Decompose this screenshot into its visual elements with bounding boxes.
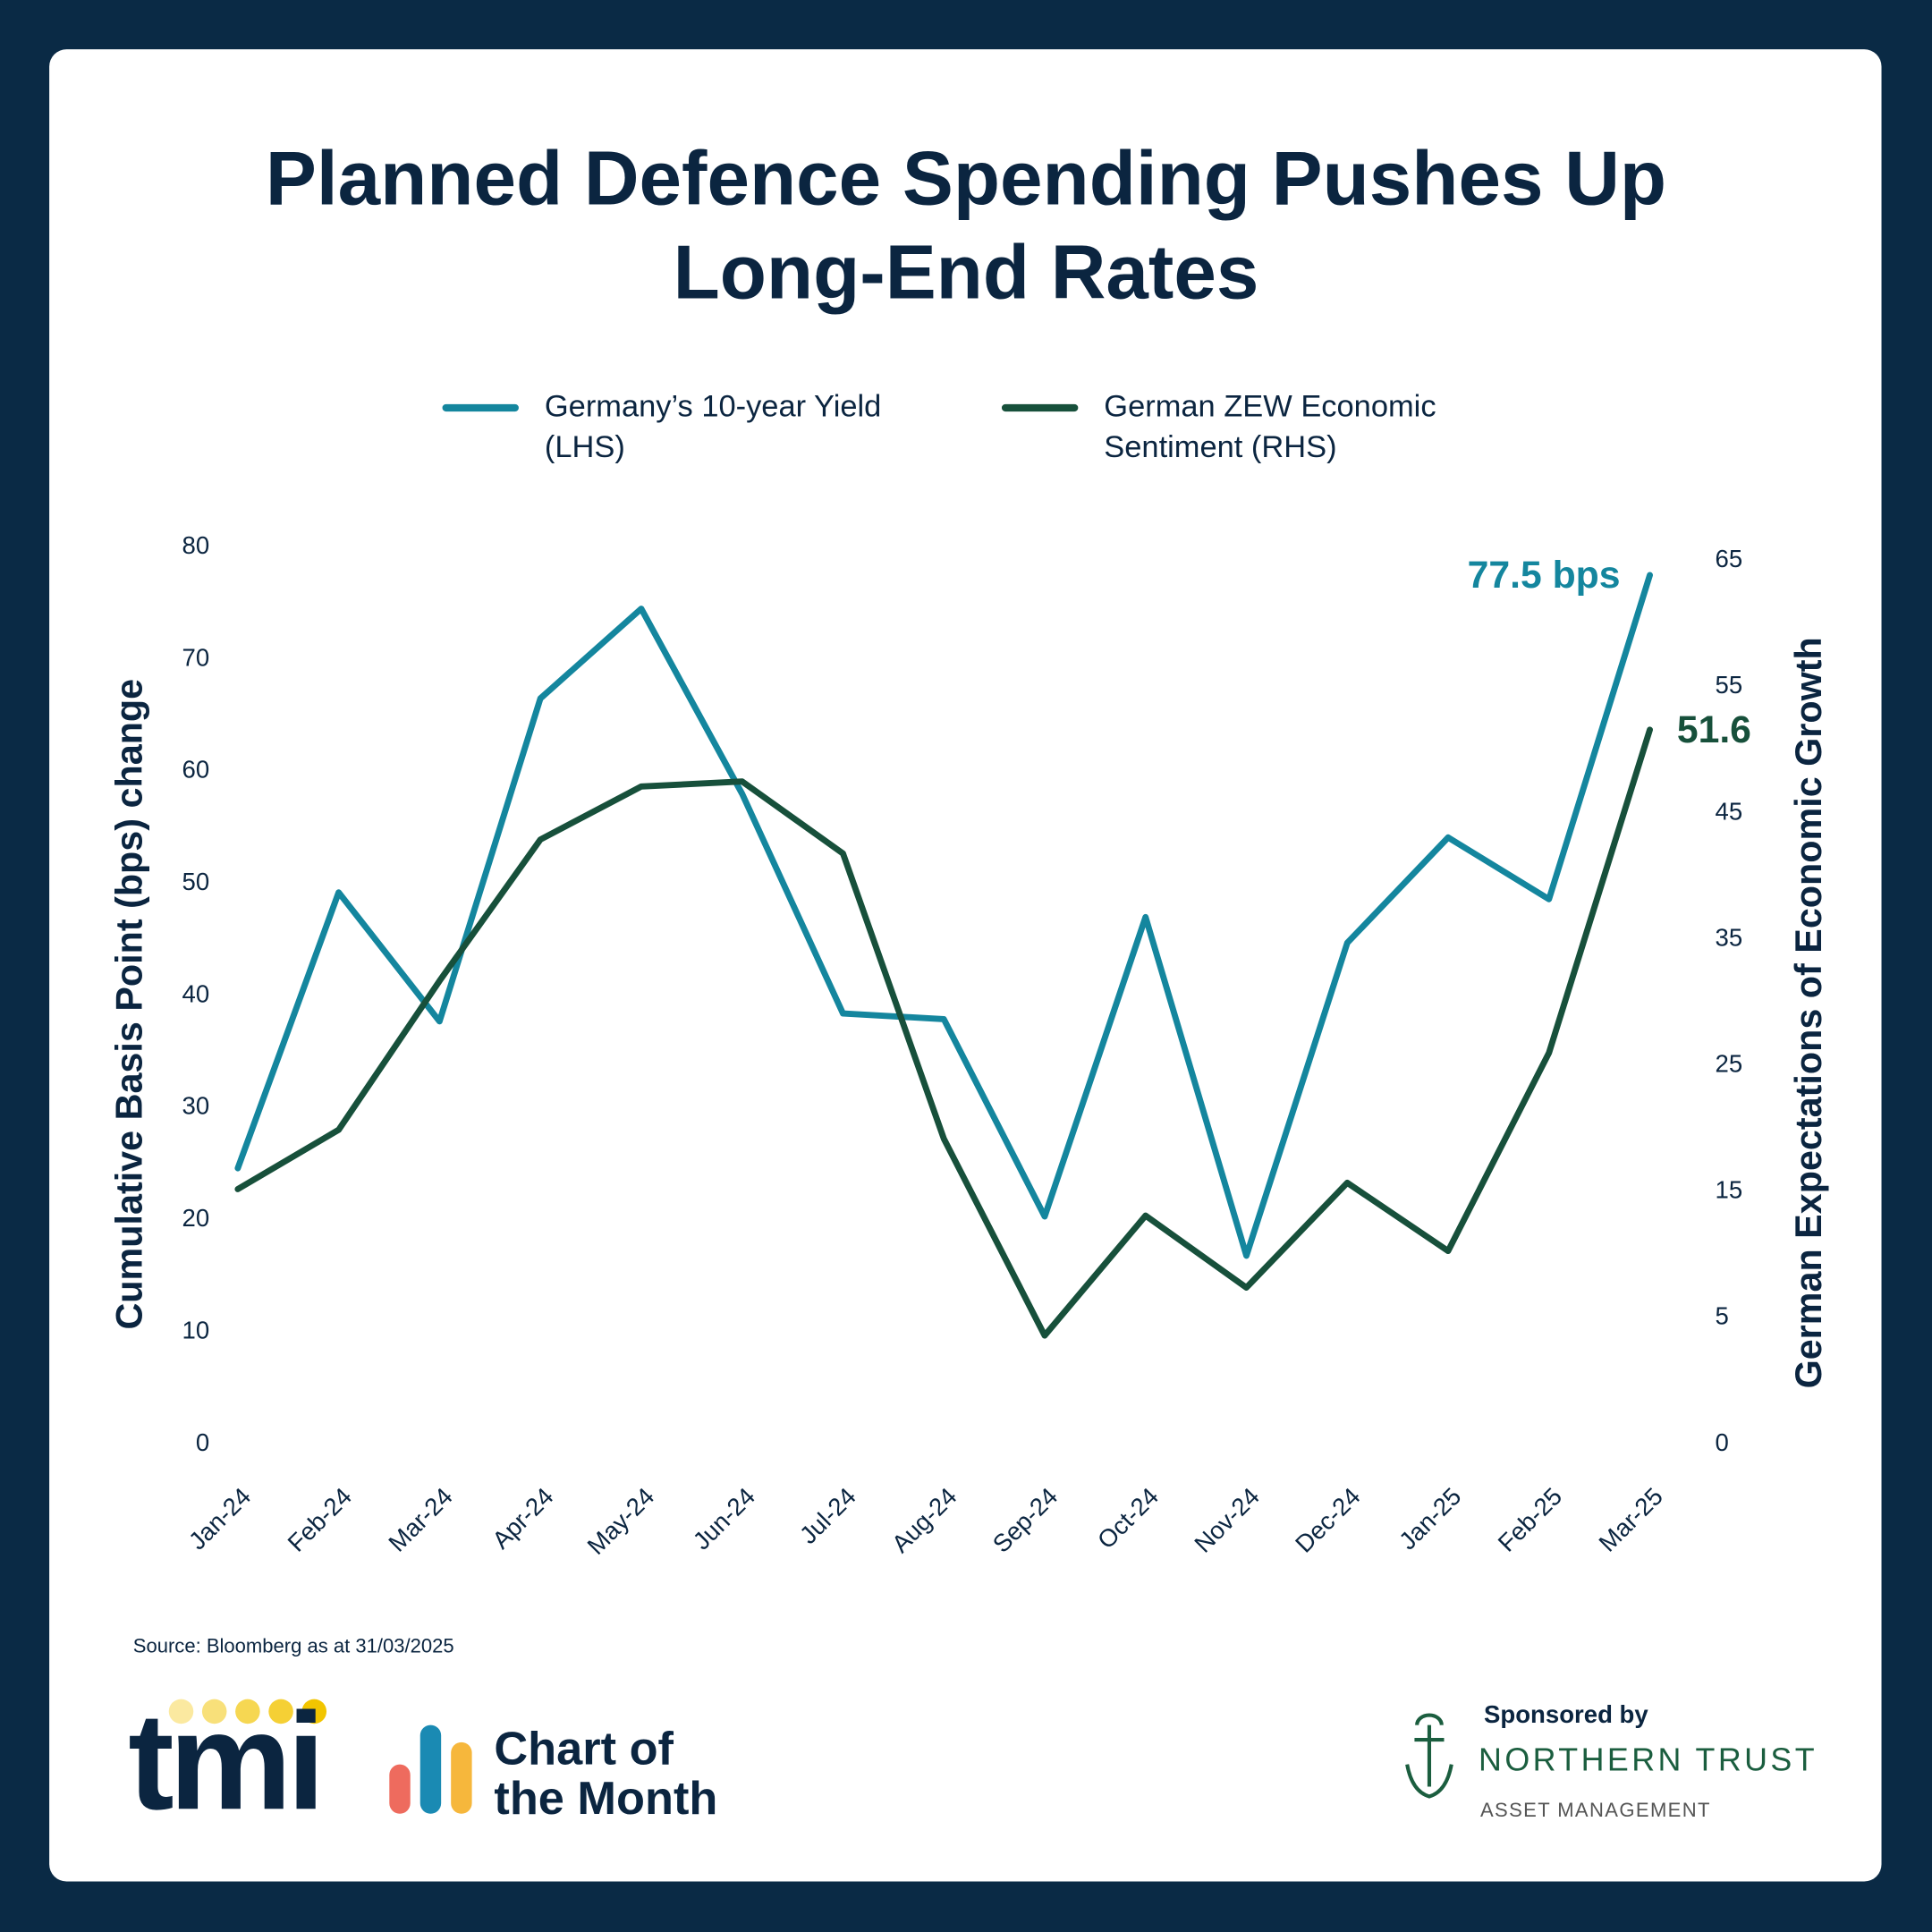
y-tick-label: 60 xyxy=(182,756,210,784)
y-tick-label: 30 xyxy=(182,1092,210,1120)
y2-tick-label: 25 xyxy=(1716,1049,1743,1077)
value-label: 51.6 xyxy=(1677,708,1751,751)
legend-label: Germany’s 10-year Yield (LHS) xyxy=(544,389,882,465)
y-tick-label: 70 xyxy=(182,643,210,671)
logo-text: Chart of xyxy=(494,1724,674,1775)
y2-tick-label: 15 xyxy=(1716,1176,1743,1204)
y2-tick-label: 55 xyxy=(1716,671,1743,699)
y2-tick-label: 65 xyxy=(1716,545,1743,572)
tmi-logo: tmi xyxy=(128,1683,327,1838)
sponsor-sub: ASSET MANAGEMENT xyxy=(1480,1799,1711,1821)
chart-title: Planned Defence Spending Pushes Up Long-… xyxy=(265,136,1667,316)
logo-dot xyxy=(268,1699,293,1724)
sponsored-by: Sponsored by xyxy=(1484,1700,1648,1728)
y-tick-label: 40 xyxy=(182,979,210,1007)
y2-tick-label: 0 xyxy=(1716,1428,1729,1456)
legend-entry: Germany’s 10-year Yield (LHS) xyxy=(544,389,882,465)
logo-dot xyxy=(201,1699,227,1724)
logo-bar xyxy=(389,1764,411,1814)
legend-label: German ZEW Economic Sentiment (RHS) xyxy=(1104,389,1436,465)
logo-dot xyxy=(235,1699,260,1724)
y-tick-label: 50 xyxy=(182,868,210,895)
card xyxy=(49,49,1882,1882)
y2-tick-label: 5 xyxy=(1716,1302,1729,1330)
logo-bar xyxy=(451,1741,472,1814)
y-tick-label: 10 xyxy=(182,1316,210,1343)
y2-axis-title: German Expectations of Economic Growth xyxy=(1788,637,1829,1388)
logo-text: the Month xyxy=(494,1773,717,1825)
logo-text: tmi xyxy=(128,1683,320,1838)
y-tick-label: 80 xyxy=(182,531,210,559)
source: Source: Bloomberg as at 31/03/2025 xyxy=(133,1635,454,1657)
sponsor-icon xyxy=(1405,1713,1453,1799)
logo-dot xyxy=(301,1699,327,1724)
value-label: 77.5 bps xyxy=(1468,554,1621,597)
y-tick-label: 0 xyxy=(196,1428,209,1456)
sponsor-name: NORTHERN TRUST xyxy=(1479,1741,1818,1777)
y2-tick-label: 35 xyxy=(1716,923,1743,951)
series-line xyxy=(234,572,1653,1259)
y2-tick-label: 45 xyxy=(1716,797,1743,825)
logo-dot xyxy=(168,1699,194,1724)
y-tick-label: 20 xyxy=(182,1204,210,1232)
sponsor: Sponsored by NORTHERN TRUST ASSET MANAGE… xyxy=(1405,1700,1818,1821)
logo-bar xyxy=(419,1724,442,1814)
title-box: Planned Defence Spending Pushes Up Long-… xyxy=(265,136,1667,316)
y-axis-title: Cumulative Basis Point (bps) change xyxy=(108,679,149,1330)
series-line xyxy=(234,726,1653,1339)
legend-entry: German ZEW Economic Sentiment (RHS) xyxy=(1104,389,1436,465)
chart-of-month-logo: Chart of the Month xyxy=(389,1724,717,1825)
